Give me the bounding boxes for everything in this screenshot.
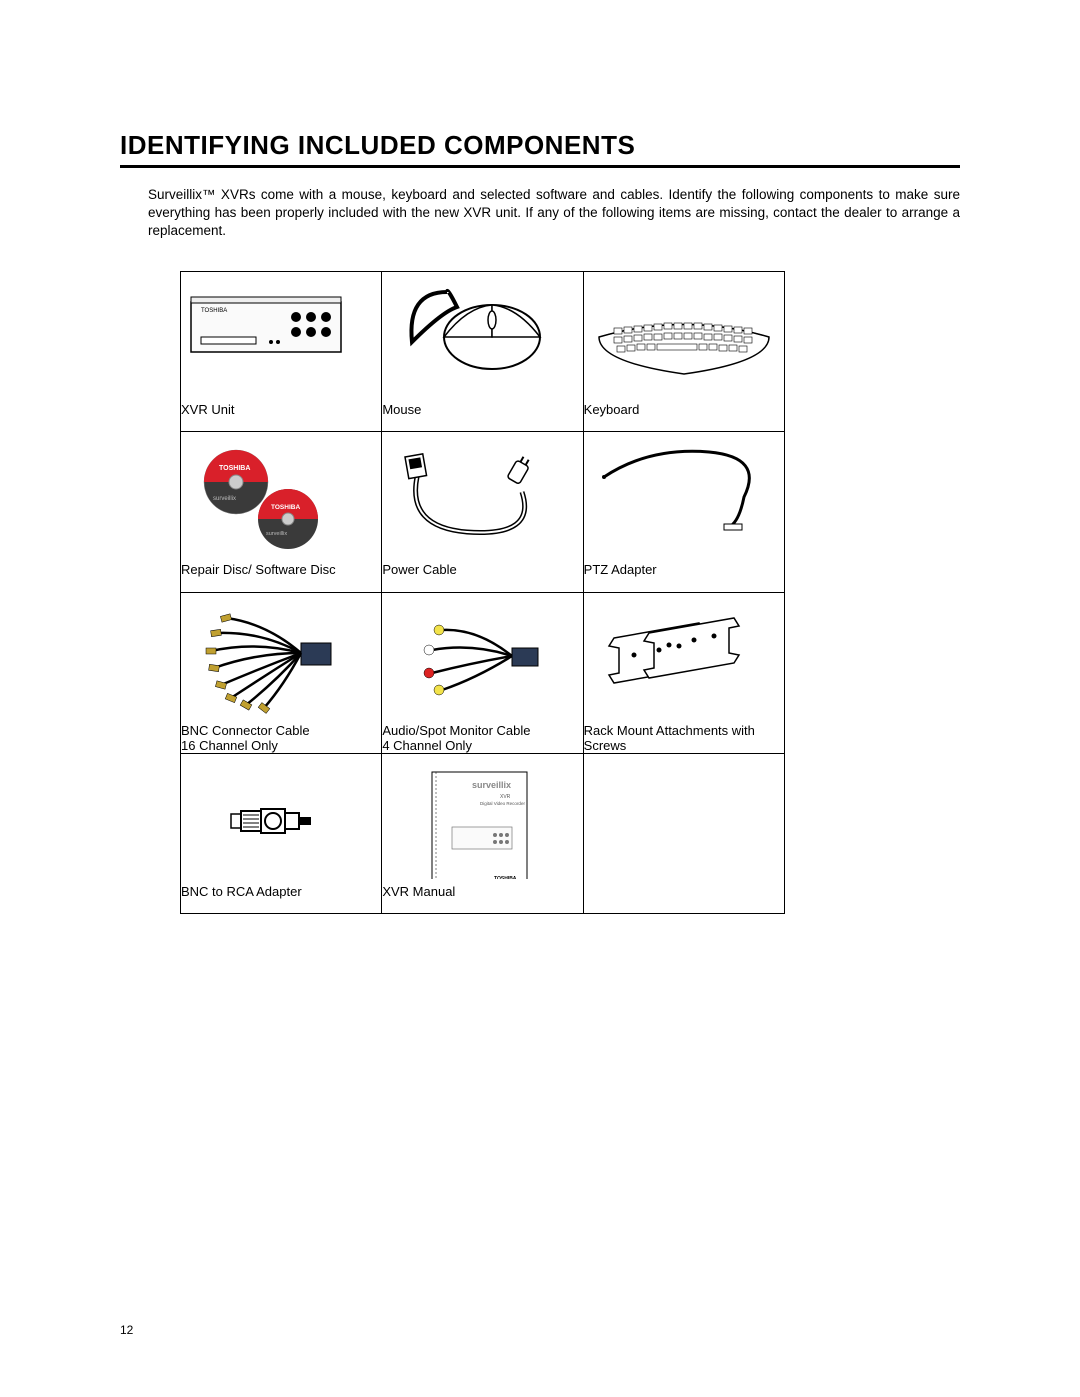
component-image-cell (181, 271, 382, 402)
component-image-cell (382, 271, 583, 402)
keyboard-icon (589, 277, 779, 397)
page-title: IDENTIFYING INCLUDED COMPONENTS (120, 130, 960, 168)
component-label: Repair Disc/ Software Disc (181, 562, 382, 592)
component-label (583, 884, 784, 914)
component-label: Mouse (382, 402, 583, 432)
component-label: BNC to RCA Adapter (181, 884, 382, 914)
component-label: Rack Mount Attachments withScrews (583, 723, 784, 754)
xvr-unit-icon (186, 277, 376, 397)
component-image-cell (583, 271, 784, 402)
component-image-cell (583, 753, 784, 884)
component-image-cell (583, 432, 784, 563)
component-label: XVR Manual (382, 884, 583, 914)
bnc-cable-icon (186, 598, 376, 718)
component-label: XVR Unit (181, 402, 382, 432)
component-image-cell (181, 753, 382, 884)
mouse-icon (387, 277, 577, 397)
manual-icon (387, 759, 577, 879)
ptz-adapter-icon (589, 437, 779, 557)
component-image-cell (382, 753, 583, 884)
component-image-cell (382, 592, 583, 723)
audio-cable-icon (387, 598, 577, 718)
component-image-cell (181, 432, 382, 563)
component-image-cell (382, 432, 583, 563)
page-number: 12 (120, 1323, 133, 1337)
discs-icon (186, 437, 376, 557)
power-cable-icon (387, 437, 577, 557)
component-label: Power Cable (382, 562, 583, 592)
intro-paragraph: Surveillix™ XVRs come with a mouse, keyb… (148, 186, 960, 241)
components-table: XVR UnitMouseKeyboard Repair Disc/ Softwa… (180, 271, 785, 915)
component-label: BNC Connector Cable16 Channel Only (181, 723, 382, 754)
component-label: PTZ Adapter (583, 562, 784, 592)
component-label: Audio/Spot Monitor Cable4 Channel Only (382, 723, 583, 754)
component-image-cell (583, 592, 784, 723)
component-image-cell (181, 592, 382, 723)
component-label: Keyboard (583, 402, 784, 432)
bnc-rca-icon (186, 759, 376, 879)
rack-mount-icon (589, 598, 779, 718)
